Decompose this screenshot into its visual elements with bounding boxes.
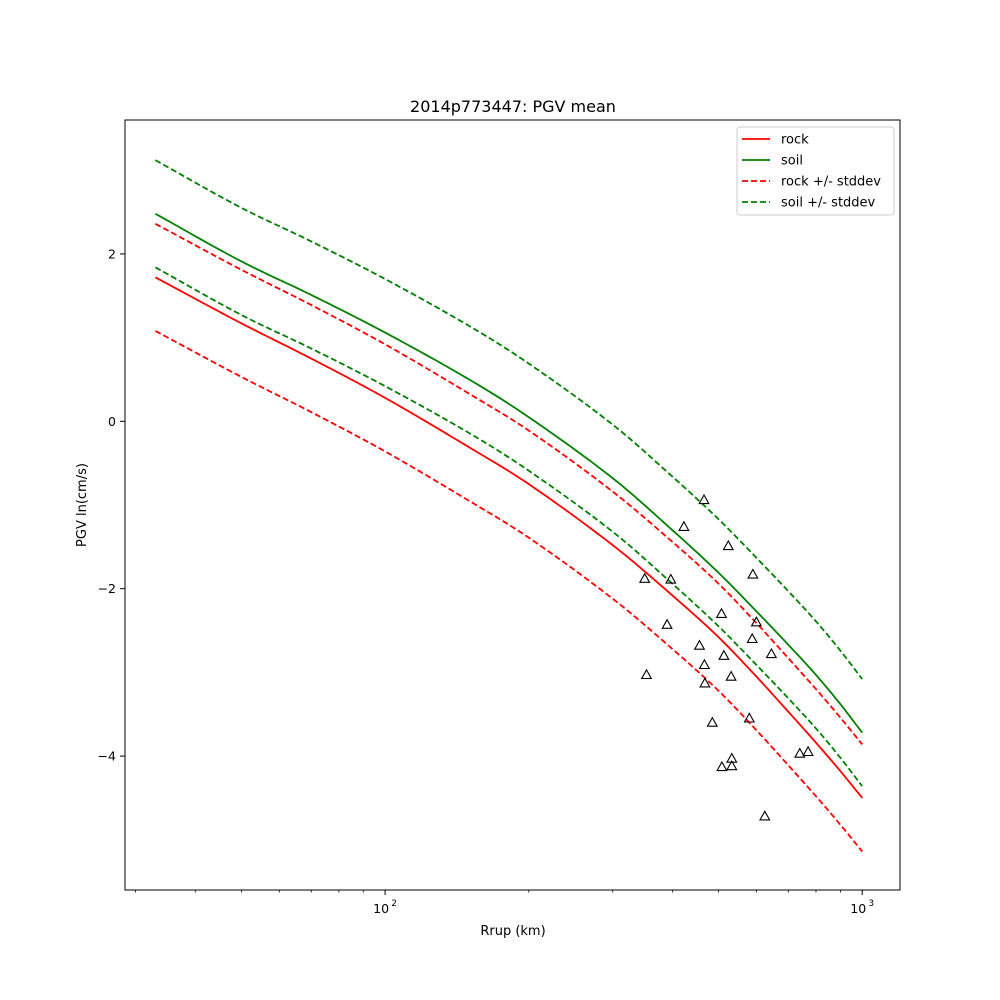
- observation-point: [698, 658, 711, 670]
- x-tick-label: 10: [373, 901, 389, 916]
- x-tick-exponent: 3: [868, 899, 874, 909]
- observation-point: [722, 539, 735, 551]
- y-axis-label: PGV ln(cm/s): [75, 463, 90, 547]
- observation-point: [706, 716, 719, 727]
- legend-label: rock +/- stddev: [781, 175, 881, 190]
- ticks-layer: 20−2−410 2 10 3: [98, 246, 875, 916]
- legend-label: soil +/- stddev: [781, 196, 876, 211]
- observation-point: [718, 649, 730, 660]
- legend-label: rock: [781, 133, 809, 148]
- observation-point: [661, 618, 673, 629]
- plot-frame: [124, 119, 901, 891]
- series-line-5: [154, 266, 863, 787]
- y-tick-label: 0: [108, 414, 116, 429]
- observation-point: [794, 747, 806, 758]
- y-tick-label: −4: [98, 749, 116, 764]
- x-tick-exponent: 2: [391, 899, 397, 909]
- observation-point: [665, 573, 677, 584]
- y-tick-label: −2: [98, 581, 116, 596]
- observation-point: [698, 493, 710, 505]
- legend-box: [736, 126, 895, 216]
- observation-point: [725, 670, 737, 681]
- observation-point: [693, 639, 706, 650]
- chart-title: 2014p773447: PGV mean: [410, 97, 616, 116]
- x-tick-label: 10: [850, 901, 866, 916]
- observation-point: [759, 810, 771, 821]
- observation-point: [640, 668, 653, 680]
- observation-point: [750, 616, 763, 627]
- observation-point: [746, 632, 758, 644]
- observation-layer: [638, 493, 814, 821]
- series-layer: [154, 159, 863, 853]
- observation-point: [638, 572, 651, 583]
- observation-point: [699, 677, 711, 688]
- observation-point: [716, 760, 728, 772]
- observation-point: [726, 759, 738, 771]
- series-line-4: [154, 159, 863, 680]
- legend-label: soil: [781, 154, 803, 169]
- y-tick-label: 2: [108, 246, 116, 261]
- observation-point: [743, 712, 756, 723]
- series-line-0: [154, 276, 863, 799]
- series-line-1: [154, 212, 863, 734]
- observation-point: [802, 745, 814, 757]
- observation-point: [747, 568, 759, 579]
- observation-point: [765, 647, 778, 659]
- legend: rock soil rock +/- stddev soil +/- stddev: [736, 126, 895, 216]
- observation-point: [678, 520, 690, 531]
- x-axis-label: Rrup (km): [480, 924, 545, 939]
- observation-point: [715, 607, 728, 618]
